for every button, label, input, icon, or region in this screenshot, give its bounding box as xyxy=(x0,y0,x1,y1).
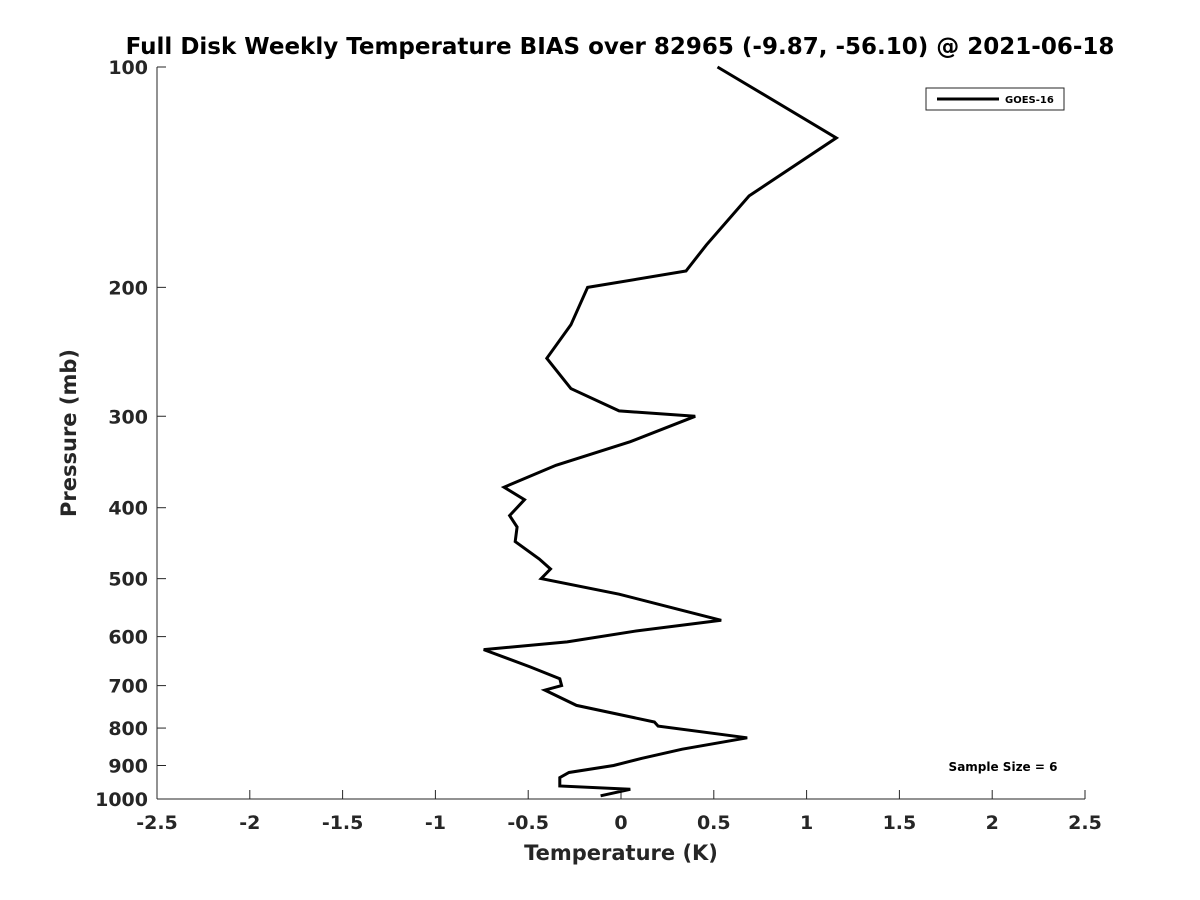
y-tick-label: 300 xyxy=(108,406,148,428)
x-tick-label: -2 xyxy=(239,812,260,834)
chart-title: Full Disk Weekly Temperature BIAS over 8… xyxy=(126,34,1115,60)
legend: GOES-16 xyxy=(925,87,1065,111)
x-tick-label: 0.5 xyxy=(697,812,731,834)
y-axis-ticks: 100 200 300 400 500 600 700 800 900 1000 xyxy=(95,57,166,811)
x-tick-label: 2 xyxy=(986,812,999,834)
x-axis-ticks: -2.5 -2 -1.5 -1 -0.5 0 0.5 1 1.5 2 2.5 xyxy=(136,790,1102,834)
x-tick-label: 0 xyxy=(614,812,627,834)
sample-size-annotation: Sample Size = 6 xyxy=(949,760,1058,774)
x-tick-label: 2.5 xyxy=(1068,812,1102,834)
series-layer xyxy=(483,65,840,798)
x-tick-label: -1.5 xyxy=(322,812,364,834)
y-tick-label: 800 xyxy=(108,718,148,740)
y-tick-label: 1000 xyxy=(95,789,148,811)
x-tick-label: -1 xyxy=(425,812,446,834)
plot-area: -2.5 -2 -1.5 -1 -0.5 0 0.5 1 1.5 2 2.5 100 200 300 40… xyxy=(95,57,1102,834)
y-axis-title: Pressure (mb) xyxy=(57,349,81,517)
y-tick-label: 900 xyxy=(108,756,148,778)
y-tick-label: 500 xyxy=(108,569,148,591)
series-line-goes-16 xyxy=(483,65,840,798)
legend-label-goes-16: GOES-16 xyxy=(1005,95,1054,106)
y-tick-label: 200 xyxy=(108,277,148,299)
x-tick-label: 1 xyxy=(800,812,813,834)
y-tick-label: 400 xyxy=(108,498,148,520)
x-tick-label: -0.5 xyxy=(507,812,549,834)
y-tick-label: 600 xyxy=(108,627,148,649)
x-tick-label: 1.5 xyxy=(883,812,917,834)
y-tick-label: 700 xyxy=(108,676,148,698)
x-tick-label: -2.5 xyxy=(136,812,178,834)
y-tick-label: 100 xyxy=(108,57,148,79)
x-axis-title: Temperature (K) xyxy=(524,841,718,865)
